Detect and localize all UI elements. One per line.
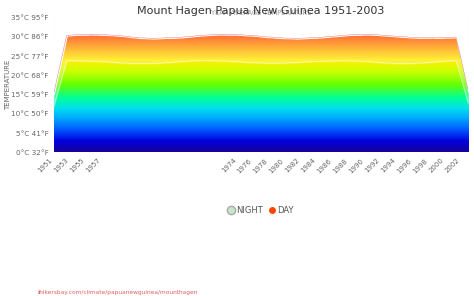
- Text: YEAR AVERAGE TEMPERATURE: YEAR AVERAGE TEMPERATURE: [211, 10, 311, 16]
- Legend: NIGHT, DAY: NIGHT, DAY: [225, 203, 297, 218]
- Title: Mount Hagen Papua New Guinea 1951-2003: Mount Hagen Papua New Guinea 1951-2003: [137, 6, 385, 16]
- Text: ℹhikersbay.com/climate/papuanewguinea/mounthagen: ℹhikersbay.com/climate/papuanewguinea/mo…: [38, 289, 198, 295]
- Y-axis label: TEMPERATURE: TEMPERATURE: [6, 60, 11, 110]
